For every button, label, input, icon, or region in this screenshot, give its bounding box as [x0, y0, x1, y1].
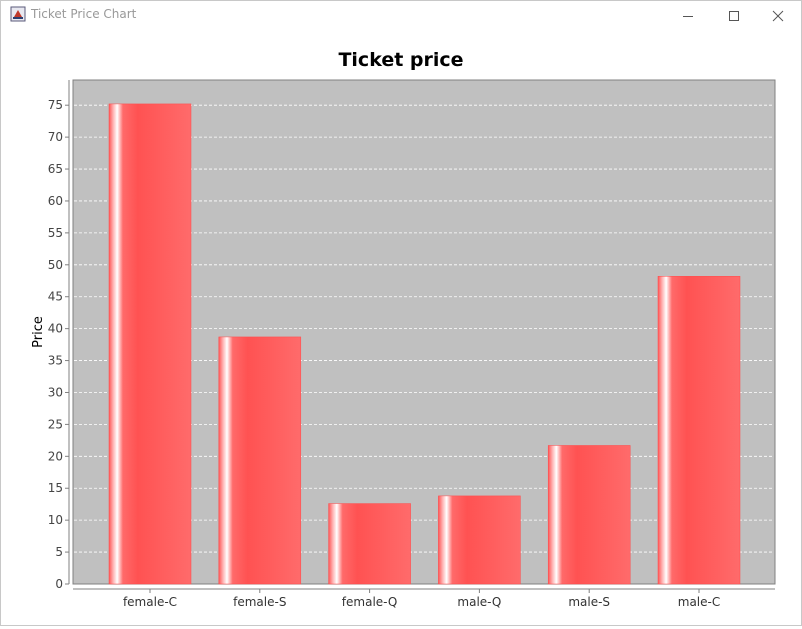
bar-male-C [657, 276, 741, 585]
chart-title: Ticket price [338, 49, 463, 71]
y-tick-label: 20 [48, 449, 63, 463]
y-tick-label: 5 [55, 545, 63, 559]
y-tick-label: 55 [48, 226, 63, 240]
x-tick-label: female-S [233, 595, 286, 609]
bar-female-Q [328, 503, 411, 585]
close-button[interactable] [755, 1, 801, 30]
y-tick-label: 70 [48, 130, 63, 144]
chart-panel: Ticket price Price 0 5 10 15 20 25 30 35 40 45 50 5… [1, 30, 801, 625]
bar-female-C [108, 103, 192, 585]
x-tick-label: male-S [568, 595, 610, 609]
x-tick-label: female-Q [342, 595, 398, 609]
x-tick-label: male-C [678, 595, 720, 609]
y-tick-label: 30 [48, 385, 63, 399]
y-tick-label: 0 [55, 577, 63, 591]
y-tick-label: 10 [48, 513, 63, 527]
y-tick-label: 40 [48, 322, 63, 336]
minimize-icon [683, 15, 693, 17]
bars [108, 103, 741, 585]
y-axis-label: Price [31, 316, 46, 348]
maximize-button[interactable] [711, 1, 757, 30]
y-tick-label: 45 [48, 290, 63, 304]
y-tick-label: 50 [48, 258, 63, 272]
y-tick-label: 15 [48, 481, 63, 495]
y-tick-label: 35 [48, 354, 63, 368]
bar-male-S [547, 445, 631, 585]
title-bar[interactable]: Ticket Price Chart [1, 1, 801, 30]
java-cup-icon [10, 6, 26, 22]
bar-female-S [218, 336, 302, 585]
minimize-button[interactable] [665, 1, 711, 30]
close-icon [772, 10, 784, 21]
y-tick-label: 65 [48, 162, 63, 176]
y-axis: 0 5 10 15 20 25 30 35 40 45 50 55 60 65 70 75 [48, 80, 70, 591]
maximize-icon [729, 10, 739, 21]
y-tick-label: 75 [48, 98, 63, 112]
bar-male-Q [438, 495, 521, 585]
x-tick-label: male-Q [457, 595, 501, 609]
y-tick-label: 25 [48, 417, 63, 431]
y-tick-label: 60 [48, 194, 63, 208]
window-title: Ticket Price Chart [31, 7, 137, 21]
bar-chart: Ticket price Price 0 5 10 15 20 25 30 35 40 45 50 5… [31, 49, 776, 609]
x-tick-label: female-C [123, 595, 177, 609]
x-axis: female-C female-S female-Q male-Q male-S male… [73, 588, 775, 609]
